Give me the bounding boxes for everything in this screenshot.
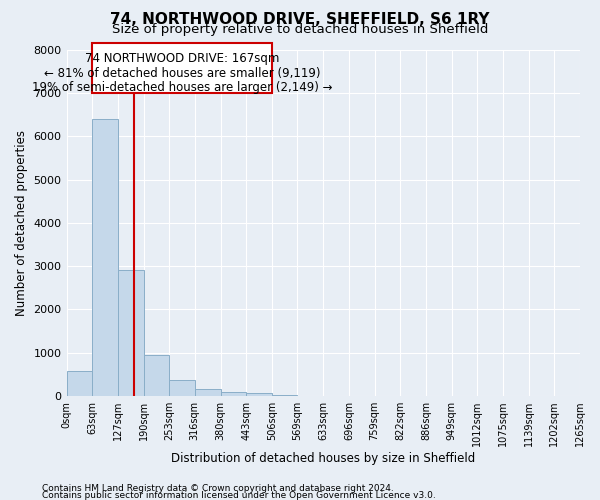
Text: Size of property relative to detached houses in Sheffield: Size of property relative to detached ho… — [112, 22, 488, 36]
Text: 19% of semi-detached houses are larger (2,149) →: 19% of semi-detached houses are larger (… — [32, 82, 332, 94]
Bar — [143, 354, 169, 396]
Bar — [118, 270, 143, 396]
Bar — [247, 393, 272, 396]
X-axis label: Distribution of detached houses by size in Sheffield: Distribution of detached houses by size … — [171, 452, 475, 465]
Y-axis label: Number of detached properties: Number of detached properties — [15, 130, 28, 316]
FancyBboxPatch shape — [92, 43, 272, 93]
Text: Contains HM Land Registry data © Crown copyright and database right 2024.: Contains HM Land Registry data © Crown c… — [42, 484, 394, 493]
Bar — [67, 372, 92, 396]
Bar — [92, 119, 118, 396]
Text: 74, NORTHWOOD DRIVE, SHEFFIELD, S6 1RY: 74, NORTHWOOD DRIVE, SHEFFIELD, S6 1RY — [110, 12, 490, 28]
Bar — [221, 392, 247, 396]
Text: ← 81% of detached houses are smaller (9,119): ← 81% of detached houses are smaller (9,… — [44, 66, 320, 80]
Bar — [195, 388, 221, 396]
Bar — [169, 380, 195, 396]
Bar — [272, 395, 298, 396]
Text: Contains public sector information licensed under the Open Government Licence v3: Contains public sector information licen… — [42, 490, 436, 500]
Text: 74 NORTHWOOD DRIVE: 167sqm: 74 NORTHWOOD DRIVE: 167sqm — [85, 52, 279, 65]
